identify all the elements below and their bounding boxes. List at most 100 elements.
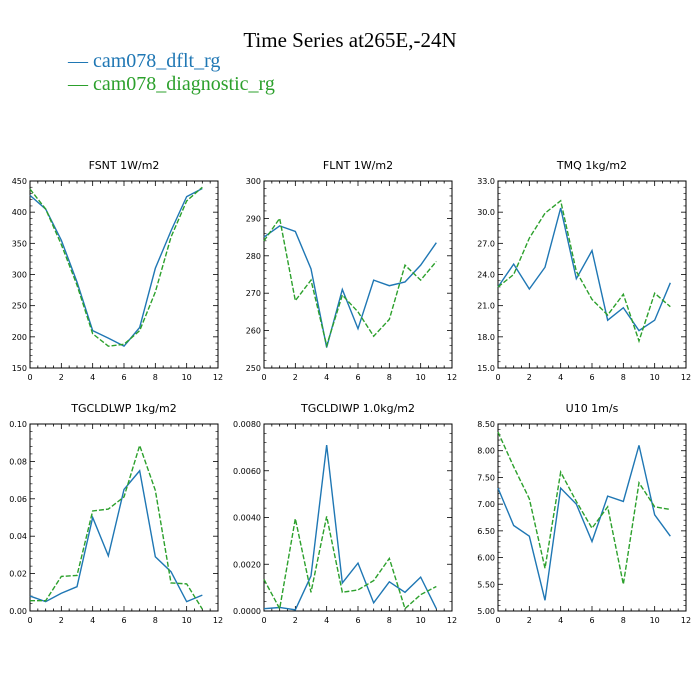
y-tick-label: 250 — [12, 302, 27, 311]
chart-title: FLNT 1W/m2 — [323, 159, 393, 172]
y-tick-label: 7.00 — [477, 500, 495, 509]
x-tick-label: 10 — [650, 373, 660, 382]
y-tick-label: 280 — [246, 252, 261, 261]
series-line-diagnostic — [29, 186, 203, 347]
y-tick-label: 400 — [12, 208, 27, 217]
chart-title: TGCLDLWP 1kg/m2 — [70, 402, 176, 415]
y-tick-label: 6.50 — [477, 527, 495, 536]
x-tick-label: 0 — [261, 616, 266, 625]
chart-panel: TGCLDIWP 1.0kg/m2 0 2 4 6 8 10 12 0.0000 0.0020 0.… — [233, 402, 457, 625]
x-tick-label: 8 — [387, 373, 392, 382]
x-tick-label: 4 — [558, 616, 563, 625]
y-tick-label: 0.0000 — [233, 607, 261, 616]
legend-label: cam078_dflt_rg — [93, 50, 221, 72]
y-tick-label: 0.0080 — [233, 420, 261, 429]
series-line-diagnostic — [263, 216, 437, 349]
x-tick-label: 2 — [527, 373, 532, 382]
y-tick-label: 27.0 — [477, 239, 495, 248]
x-tick-label: 6 — [589, 616, 594, 625]
y-tick-label: 21.0 — [477, 302, 495, 311]
y-tick-label: 450 — [12, 177, 27, 186]
x-tick-label: 6 — [121, 373, 126, 382]
chart-title: FSNT 1W/m2 — [89, 159, 160, 172]
chart-panel: TGCLDLWP 1kg/m2 0 2 4 6 8 10 12 0.00 0.02 0.04 0.06… — [9, 402, 223, 625]
page-title: Time Series at265E,-24N — [243, 28, 457, 52]
x-tick-label: 12 — [213, 373, 223, 382]
x-tick-label: 12 — [447, 616, 457, 625]
x-tick-label: 2 — [59, 373, 64, 382]
y-tick-label: 8.50 — [477, 420, 495, 429]
y-tick-label: 350 — [12, 239, 27, 248]
x-tick-label: 10 — [650, 616, 660, 625]
y-tick-label: 300 — [246, 177, 261, 186]
x-tick-label: 8 — [153, 373, 158, 382]
series-line-dflt — [263, 225, 437, 348]
x-tick-label: 6 — [589, 373, 594, 382]
y-tick-label: 0.06 — [9, 495, 27, 504]
x-tick-label: 4 — [324, 373, 329, 382]
y-tick-label: 0.02 — [9, 570, 27, 579]
legend-entry-dflt: — cam078_dflt_rg — [68, 50, 220, 73]
y-tick-label: 290 — [246, 214, 261, 223]
x-tick-label: 12 — [447, 373, 457, 382]
x-tick-label: 4 — [558, 373, 563, 382]
chart-panel: U10 1m/s 0 2 4 6 8 10 12 5.00 5.50 6.00 6.50 7.00 7.5… — [477, 402, 691, 625]
legend-line-marker: — — [68, 50, 93, 72]
series-line-dflt — [263, 444, 437, 611]
legend-line-marker: — — [68, 73, 93, 95]
x-tick-label: 2 — [527, 616, 532, 625]
y-tick-label: 24.0 — [477, 271, 495, 280]
series-line-diagnostic — [263, 516, 437, 611]
series-line-dflt — [29, 187, 203, 348]
x-tick-label: 0 — [27, 616, 32, 625]
series-line-diagnostic — [497, 199, 671, 344]
x-tick-label: 4 — [90, 373, 95, 382]
x-tick-label: 8 — [621, 373, 626, 382]
series-line-dflt — [29, 469, 203, 603]
x-tick-label: 8 — [387, 616, 392, 625]
x-tick-label: 0 — [495, 373, 500, 382]
y-tick-label: 30.0 — [477, 208, 495, 217]
y-tick-label: 250 — [246, 364, 261, 373]
y-tick-label: 5.00 — [477, 607, 495, 616]
x-tick-label: 0 — [495, 616, 500, 625]
y-tick-label: 6.00 — [477, 554, 495, 563]
x-tick-label: 0 — [261, 373, 266, 382]
x-tick-label: 10 — [182, 373, 192, 382]
y-tick-label: 200 — [12, 333, 27, 342]
plot-frame — [263, 180, 453, 369]
y-tick-label: 7.50 — [477, 473, 495, 482]
x-tick-label: 0 — [27, 373, 32, 382]
x-tick-label: 4 — [324, 616, 329, 625]
x-tick-label: 4 — [90, 616, 95, 625]
x-tick-label: 8 — [621, 616, 626, 625]
x-tick-label: 2 — [59, 616, 64, 625]
y-tick-label: 0.0060 — [233, 467, 261, 476]
plot-frame — [29, 180, 219, 369]
y-tick-label: 0.0040 — [233, 514, 261, 523]
plot-frame — [497, 180, 687, 369]
legend-entry-diagnostic: — cam078_diagnostic_rg — [68, 73, 275, 96]
y-tick-label: 0.0020 — [233, 560, 261, 569]
y-tick-label: 0.04 — [9, 532, 27, 541]
y-tick-label: 0.10 — [9, 420, 27, 429]
y-tick-label: 270 — [246, 289, 261, 298]
chart-panel: FLNT 1W/m2 0 2 4 6 8 10 12 250 260 270 280 290 300 — [246, 159, 457, 382]
x-tick-label: 12 — [681, 616, 691, 625]
chart-title: TGCLDIWP 1.0kg/m2 — [300, 402, 415, 415]
series-line-dflt — [497, 445, 671, 601]
x-tick-label: 2 — [293, 616, 298, 625]
y-tick-label: 300 — [12, 271, 27, 280]
y-tick-label: 5.50 — [477, 580, 495, 589]
plot-frame — [29, 423, 219, 612]
chart-title: U10 1m/s — [566, 402, 619, 415]
x-tick-label: 6 — [355, 373, 360, 382]
x-tick-label: 10 — [416, 616, 426, 625]
plot-frame — [497, 423, 687, 612]
x-tick-label: 12 — [681, 373, 691, 382]
series-line-diagnostic — [497, 431, 671, 585]
x-tick-label: 10 — [416, 373, 426, 382]
chart-panel: FSNT 1W/m2 0 2 4 6 8 10 12 150 200 250 300 350 400 450 — [12, 159, 223, 382]
y-tick-label: 150 — [12, 364, 27, 373]
